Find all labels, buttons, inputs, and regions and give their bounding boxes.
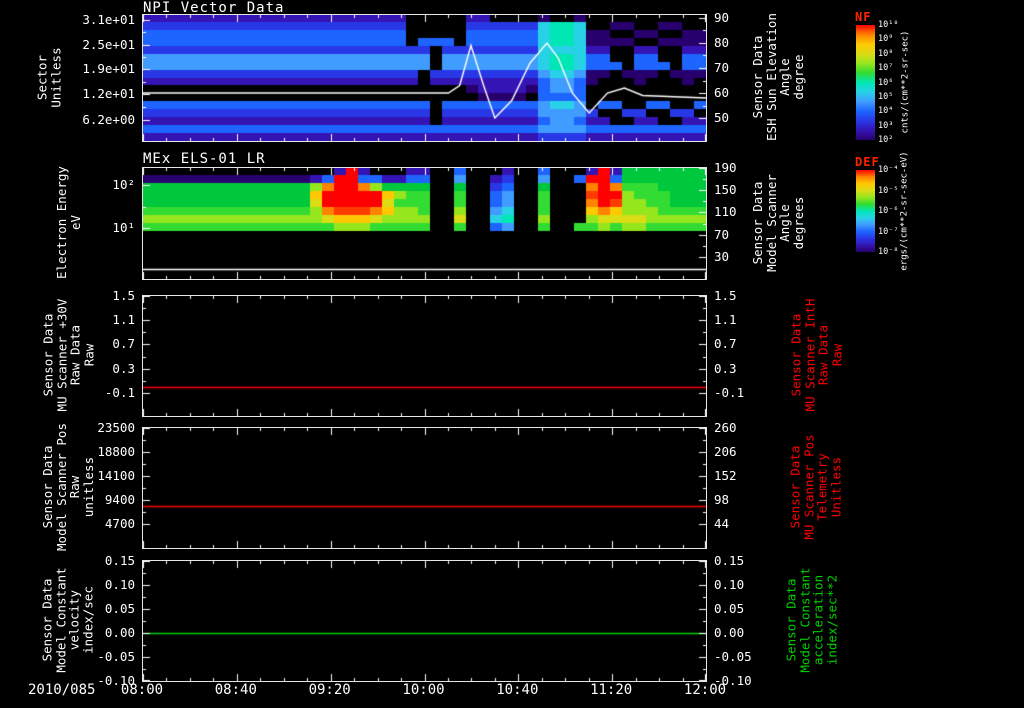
colorbar-tick-label: 10⁴ [878,106,894,117]
colorbar-tick-label: 10⁷ [878,63,894,74]
y-tick-label: 0.10 [714,577,745,592]
colorbar-tick-label: 10² [878,135,894,145]
mu-scanner-inth-y2-axis-label: Sensor Data MU Scanner IntH Raw Data Raw [788,298,844,412]
y-tick-label: 18800 [97,444,135,459]
colorbar-def-title: DEF [855,155,880,169]
y-tick-label: -0.05 [97,649,135,664]
y-tick-label: -0.1 [714,384,745,400]
y-tick-label: 0.05 [714,601,745,616]
colorbar-tick-label: 10⁸ [878,48,894,59]
npi-spectrogram-canvas [143,15,706,141]
colorbar-tick-label: 10¹⁰ [878,20,899,30]
x-tick-label: 10:00 [402,682,445,698]
y-tick-label: 0.3 [714,360,737,376]
scanner-pos-canvas [143,428,706,548]
panel-model-constant: 0.15 0.10 0.05 0.00 -0.05 -0.10 0.15 0.10 0.05 0.… [97,553,751,688]
y-tick-label: 60 [714,85,730,101]
x-tick-label: 10:40 [496,682,539,698]
y-tick-label: -0.10 [97,673,135,688]
els-y2-axis-label: Sensor Data Model Scanner Angle degrees [750,173,806,272]
colorbar-nf: 10¹⁰ 10⁹ 10⁸ 10⁷ 10⁶ 10⁵ 10⁴ 10³ 10² [856,20,898,145]
y-tick-label: 190 [714,160,737,175]
colorbar-tick-label: 10⁶ [878,77,894,88]
y-tick-label: 152 [714,468,737,483]
y-tick-label: 206 [714,444,737,459]
y-tick-label: 10² [112,177,135,193]
y-tick-label: 80 [714,34,730,50]
y-tick-label: 98 [714,492,730,507]
model-constant-y2-axis-label: Sensor Data Model Constant acceleration … [784,567,840,673]
model-constant-y-axis-label: Sensor Data Model Constant velocity inde… [40,567,96,673]
y-tick-label: 23500 [97,420,135,435]
y-tick-label: 0.05 [104,601,135,616]
mu-scanner-pos-y2-axis-label: Sensor Data MU Scanner Pos Telemetry Uni… [788,434,844,540]
npi-y2-axis-label: Sensor Data ESH Sun Elevation Angle degr… [750,13,806,141]
colorbar-tick-label: 10⁻⁸ [878,247,899,257]
scanner-pos-y-axis-label: Sensor Data Model Scanner Pos Raw unitle… [40,423,96,551]
colorbar-tick-label: 10⁵ [878,91,894,102]
mu-scanner-30v-y-axis-label: Sensor Data MU Scanner +30V Raw Data Raw [40,298,96,412]
y-tick-label: 0.3 [112,360,135,376]
model-constant-canvas [143,561,706,681]
x-tick-label: 09:20 [308,682,351,698]
y-tick-label: 0.7 [112,336,135,352]
els-spectrogram-canvas [143,168,706,279]
y-tick-label: 0.7 [714,336,737,352]
y-tick-label: 4700 [104,516,135,531]
panel-els-spectrogram: 10² 10¹ 190 150 110 70 30 [112,160,737,280]
y-tick-label: 9400 [104,492,135,507]
y-tick-label: 14100 [97,468,135,483]
y-tick-label: 1.1 [714,312,737,328]
y-tick-label: 110 [714,204,737,220]
colorbar-tick-label: 10⁻⁵ [878,185,899,196]
colorbar-tick-label: 10⁻⁷ [878,226,899,237]
els-y-axis-label: Electron Energy eV [53,166,83,279]
y-tick-label: 0.15 [714,553,745,568]
y-tick-label: 70 [714,59,730,75]
panel-npi-title: NPI Vector Data [143,0,285,16]
colorbar-nf-title: NF [855,10,872,24]
y-tick-label: 260 [714,420,737,435]
y-tick-label: 10¹ [112,220,135,236]
y-tick-label: 0.15 [104,553,135,568]
panel-npi-spectrogram: 3.1e+01 2.5e+01 1.9e+01 1.2e+01 6.2e+00 90 80 7… [82,10,729,142]
colorbar-def: 10⁻⁴ 10⁻⁵ 10⁻⁶ 10⁻⁷ 10⁻⁸ [856,165,898,257]
y-tick-label: 70 [714,226,730,242]
panel-scanner-pos: 23500 18800 14100 9400 4700 260 206 152 98 44 [97,420,737,549]
y-tick-label: 1.1 [112,312,135,328]
y-tick-label: -0.10 [714,673,752,688]
y-tick-label: 150 [714,182,737,198]
x-tick-label: 12:00 [683,682,727,698]
colorbar-tick-label: 10⁻⁶ [878,206,899,216]
y-tick-label: -0.1 [104,384,135,400]
colorbar-tick-label: 10³ [878,120,894,131]
y-tick-label: 0.00 [104,625,135,640]
y-tick-label: 6.2e+00 [82,111,135,127]
y-tick-label: 1.5 [714,288,737,303]
y-tick-label: 1.5 [112,288,135,303]
x-axis-date-label: 2010/085 [28,682,96,698]
y-tick-label: -0.05 [714,649,752,664]
y-tick-label: 50 [714,110,730,126]
y-tick-label: 0.00 [714,625,745,640]
y-tick-label: 0.10 [104,577,135,592]
y-tick-label: 44 [714,516,730,531]
colorbar-tick-label: 10⁹ [878,34,894,45]
y-tick-label: 1.2e+01 [82,86,135,102]
npi-y-axis-label: Sector Unitless [34,46,64,108]
panel-els-title: MEx ELS-01 LR [143,151,266,167]
x-tick-label: 08:00 [120,682,164,698]
x-tick-label: 11:20 [590,682,633,698]
x-tick-label: 08:40 [214,682,257,698]
mu-scanner-30v-canvas [143,296,706,416]
y-tick-label: 2.5e+01 [82,36,135,52]
x-axis-labels: 08:00 08:40 09:20 10:00 10:40 11:20 12:00 [121,682,726,702]
y-tick-label: 90 [714,10,730,26]
colorbar-tick-label: 10⁻⁴ [878,165,899,175]
y-tick-label: 1.9e+01 [82,61,135,77]
y-tick-label: 3.1e+01 [82,12,135,28]
panel-mu-scanner-30v: 1.5 1.1 0.7 0.3 -0.1 1.5 1.1 0.7 0.3 -0.1 [105,288,744,417]
y-tick-label: 30 [714,248,730,264]
